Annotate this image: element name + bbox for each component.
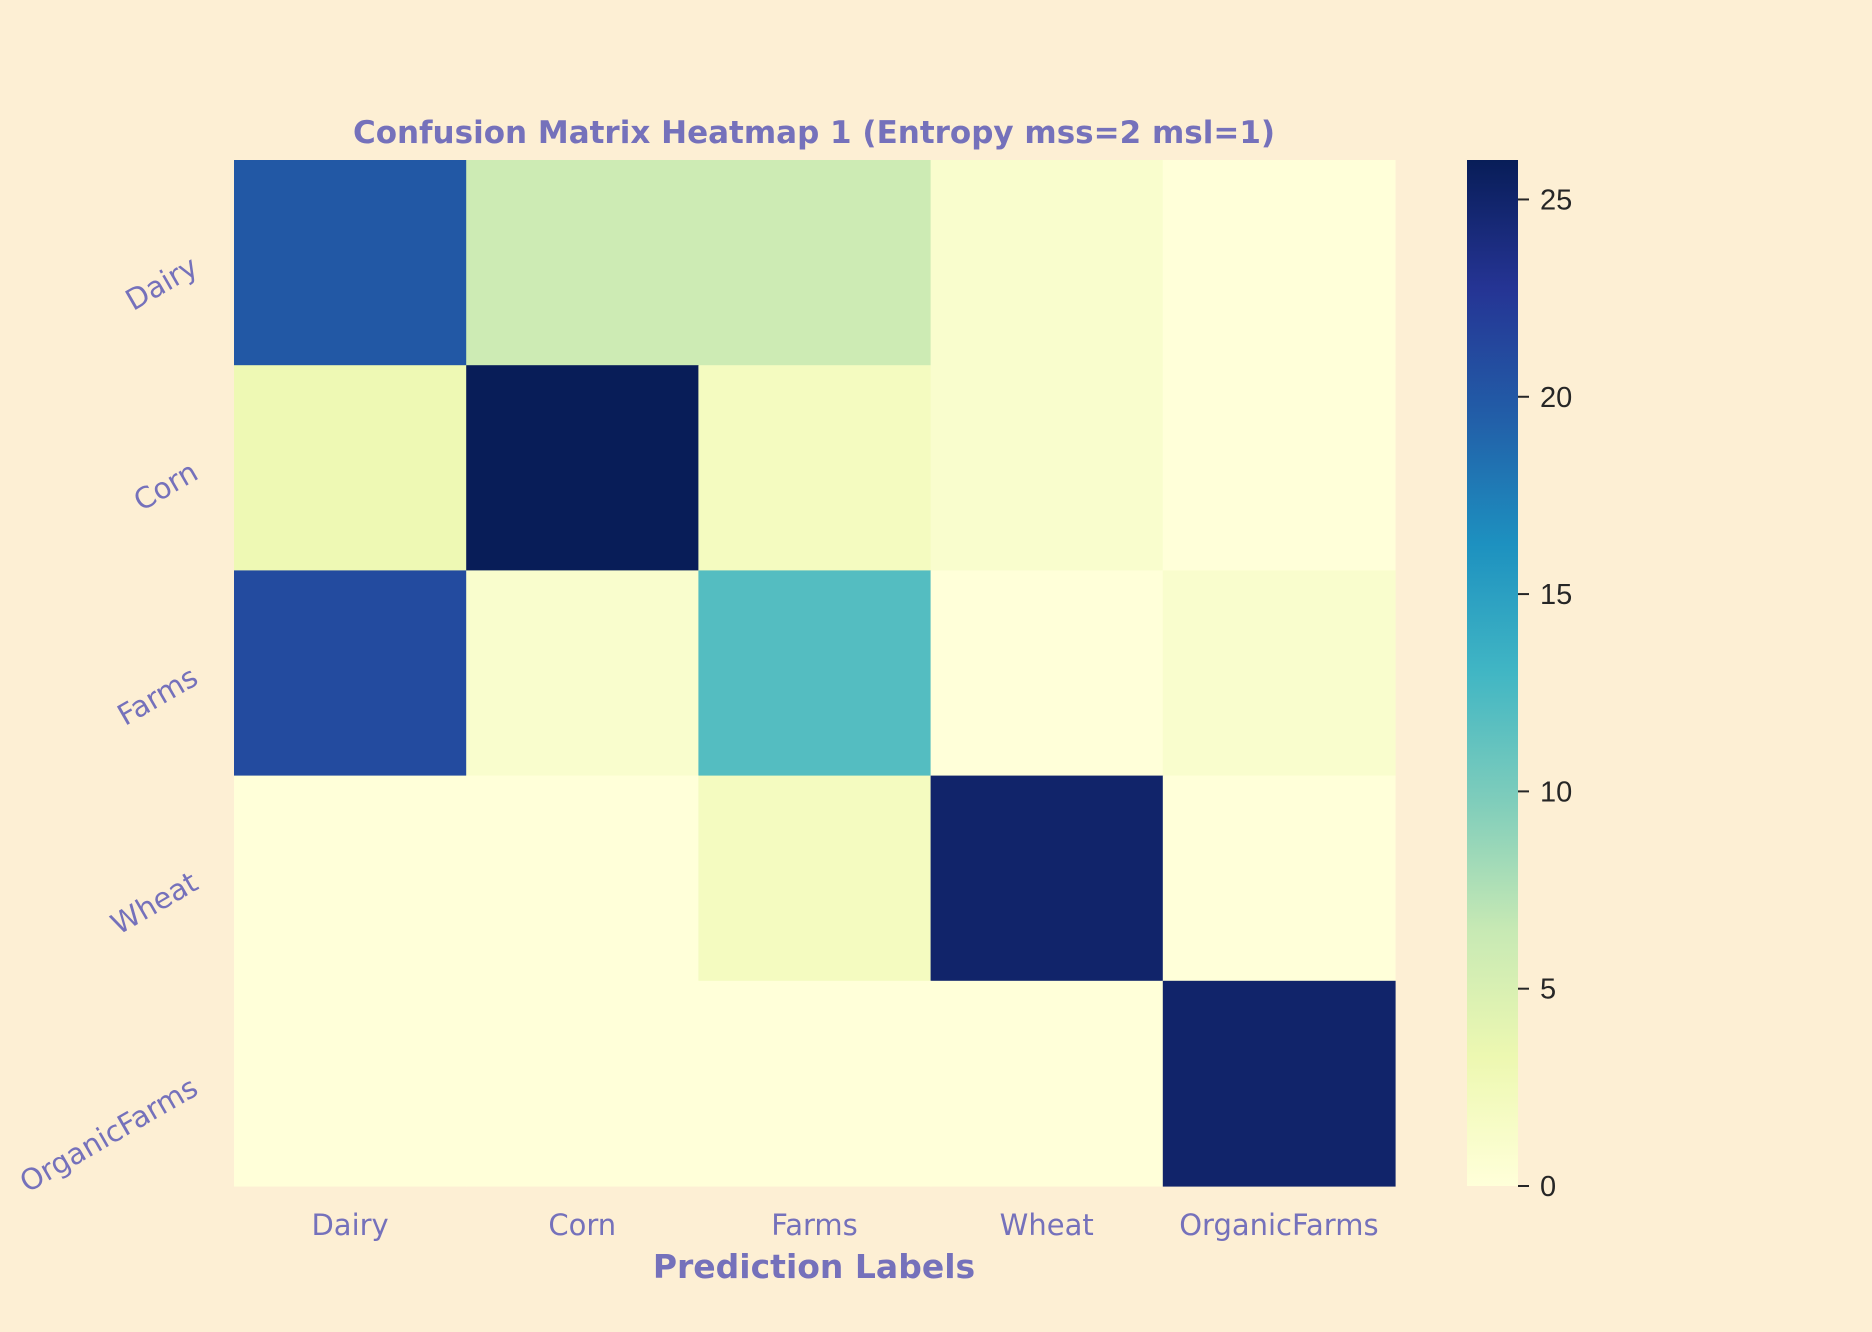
heatmap-cell bbox=[698, 980, 932, 1187]
heatmap-cell bbox=[466, 160, 699, 366]
colorbar: 0 5 10 15 20 25 bbox=[1467, 160, 1572, 1203]
heatmap-cells bbox=[234, 160, 1396, 1187]
heatmap-cell bbox=[930, 775, 1164, 982]
heatmap-cell bbox=[930, 570, 1164, 777]
heatmap-cell bbox=[1162, 160, 1396, 366]
chart-title: Confusion Matrix Heatmap 1 (Entropy mss=… bbox=[353, 115, 1275, 151]
heatmap-cell bbox=[930, 980, 1164, 1187]
colorbar-tick-label: 10 bbox=[1540, 776, 1572, 808]
heatmap-cell bbox=[698, 365, 932, 571]
colorbar-tick-label: 20 bbox=[1540, 382, 1572, 414]
colorbar-ticks: 0 5 10 15 20 25 bbox=[1518, 184, 1572, 1203]
x-axis-title: Prediction Labels bbox=[653, 1247, 975, 1286]
y-tick-label: OrganicFarms bbox=[14, 1070, 204, 1199]
heatmap-cell bbox=[234, 570, 467, 777]
heatmap-cell bbox=[466, 775, 699, 982]
heatmap-cell bbox=[1162, 980, 1396, 1187]
y-tick-label: Farms bbox=[112, 660, 204, 733]
heatmap-cell bbox=[466, 980, 699, 1187]
x-tick-labels: Dairy Corn Farms Wheat OrganicFarms bbox=[311, 1208, 1378, 1242]
heatmap-cell bbox=[1162, 570, 1396, 777]
heatmap-cell bbox=[1162, 775, 1396, 982]
heatmap-cell bbox=[698, 570, 932, 777]
x-tick-label: Dairy bbox=[311, 1208, 388, 1242]
colorbar-tick-label: 15 bbox=[1540, 579, 1572, 611]
y-tick-labels: Dairy Corn Farms Wheat OrganicFarms bbox=[14, 249, 204, 1199]
heatmap-cell bbox=[1162, 365, 1396, 571]
x-tick-label: Farms bbox=[771, 1208, 858, 1242]
colorbar-tick-label: 0 bbox=[1540, 1171, 1556, 1203]
heatmap-cell bbox=[930, 365, 1164, 571]
heatmap-cell bbox=[234, 980, 467, 1187]
heatmap-cell bbox=[466, 365, 699, 571]
y-tick-label: Wheat bbox=[105, 865, 203, 941]
heatmap-cell bbox=[234, 365, 467, 571]
colorbar-tick-label: 25 bbox=[1540, 184, 1572, 216]
heatmap-cell bbox=[698, 160, 932, 366]
heatmap-cell bbox=[234, 160, 467, 366]
heatmap-cell bbox=[930, 160, 1164, 366]
colorbar-tick-label: 5 bbox=[1540, 974, 1556, 1006]
x-tick-label: Wheat bbox=[1000, 1208, 1094, 1242]
colorbar-gradient bbox=[1467, 160, 1518, 1186]
y-tick-label: Corn bbox=[128, 454, 204, 517]
x-tick-label: OrganicFarms bbox=[1179, 1208, 1378, 1242]
heatmap-cell bbox=[466, 570, 699, 777]
heatmap-cell bbox=[698, 775, 932, 982]
x-tick-label: Corn bbox=[548, 1208, 616, 1242]
heatmap-cell bbox=[234, 775, 467, 982]
y-tick-label: Dairy bbox=[120, 249, 204, 317]
